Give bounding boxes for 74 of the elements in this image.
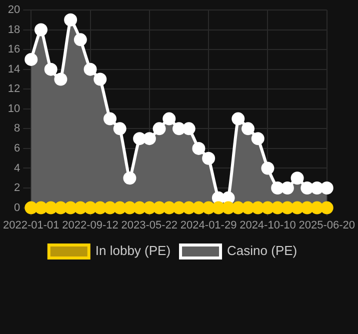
point xyxy=(232,201,245,214)
point xyxy=(251,132,264,146)
point xyxy=(251,201,264,214)
y-tick-label: 0 xyxy=(14,202,20,214)
point xyxy=(133,201,146,214)
point xyxy=(310,182,324,195)
point xyxy=(123,172,136,185)
y-tick-label: 6 xyxy=(14,142,20,154)
point xyxy=(192,201,206,214)
point xyxy=(162,201,176,214)
point xyxy=(300,182,314,195)
point xyxy=(54,72,68,86)
point xyxy=(44,201,58,214)
point xyxy=(24,52,38,66)
point xyxy=(271,201,284,214)
point xyxy=(152,201,166,214)
point xyxy=(232,112,245,126)
y-tick-label: 10 xyxy=(8,102,20,115)
point xyxy=(242,122,255,136)
point xyxy=(261,162,274,175)
y-tick-label: 18 xyxy=(8,24,20,36)
point xyxy=(64,201,78,214)
point xyxy=(182,122,196,136)
point xyxy=(280,182,294,195)
x-tick-label: 2024-10-10 xyxy=(240,219,296,232)
point xyxy=(133,132,146,146)
y-tick-label: 12 xyxy=(8,83,20,96)
point xyxy=(64,13,78,26)
point xyxy=(162,112,176,126)
x-tick-label: 2025-06-20 xyxy=(298,219,356,232)
y-tick-label: 20 xyxy=(8,4,20,16)
point xyxy=(103,112,116,126)
x-tick-label: 2024-01-29 xyxy=(180,219,237,232)
y-tick-label: 2 xyxy=(14,182,20,194)
point xyxy=(142,132,156,146)
point xyxy=(320,182,334,195)
point xyxy=(182,201,196,214)
point xyxy=(54,201,68,214)
point xyxy=(212,201,225,214)
legend-label: Casino (PE) xyxy=(227,243,298,258)
y-tick-label: 16 xyxy=(8,44,20,56)
legend-label: In lobby (PE) xyxy=(95,243,171,258)
point xyxy=(172,201,186,214)
point xyxy=(310,201,324,214)
point xyxy=(222,191,235,204)
point xyxy=(202,152,216,165)
point xyxy=(300,201,314,214)
point xyxy=(280,201,294,214)
point xyxy=(123,201,136,214)
point xyxy=(74,201,87,214)
point xyxy=(290,172,304,185)
point xyxy=(34,201,48,214)
point xyxy=(94,201,107,214)
point xyxy=(74,33,87,46)
point xyxy=(271,182,284,195)
point xyxy=(113,201,126,214)
y-tick-label: 14 xyxy=(8,63,20,76)
x-tick-label: 2023-05-22 xyxy=(121,219,178,232)
point xyxy=(94,72,107,86)
point xyxy=(84,62,97,76)
point xyxy=(242,201,255,214)
point xyxy=(192,142,206,155)
x-tick-label: 2022-01-01 xyxy=(2,219,60,232)
y-tick-label: 8 xyxy=(14,122,20,135)
point xyxy=(113,122,126,136)
point xyxy=(103,201,116,214)
x-tick-label: 2022-09-12 xyxy=(62,219,118,232)
point xyxy=(222,201,235,214)
point xyxy=(290,201,304,214)
point xyxy=(172,122,186,136)
y-tick-label: 4 xyxy=(14,162,20,174)
point xyxy=(152,122,166,136)
point xyxy=(44,62,58,76)
point xyxy=(34,23,48,36)
